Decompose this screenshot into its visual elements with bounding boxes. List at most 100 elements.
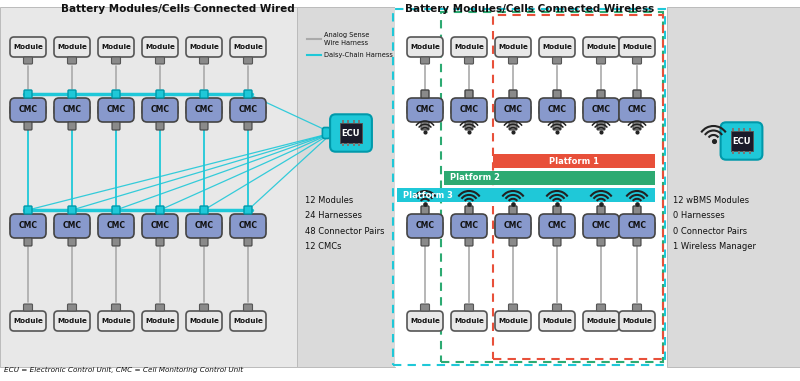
FancyBboxPatch shape — [243, 304, 253, 311]
FancyBboxPatch shape — [54, 221, 60, 231]
FancyBboxPatch shape — [112, 90, 120, 98]
FancyBboxPatch shape — [142, 98, 178, 122]
FancyBboxPatch shape — [67, 304, 77, 311]
FancyBboxPatch shape — [10, 214, 46, 238]
Text: Module: Module — [498, 318, 528, 324]
Bar — [397, 188, 655, 202]
FancyBboxPatch shape — [539, 221, 545, 231]
FancyBboxPatch shape — [186, 214, 222, 238]
Bar — [342, 143, 344, 146]
FancyBboxPatch shape — [111, 57, 121, 64]
FancyBboxPatch shape — [23, 304, 33, 311]
FancyBboxPatch shape — [509, 238, 517, 246]
FancyBboxPatch shape — [539, 311, 575, 331]
FancyBboxPatch shape — [613, 221, 619, 231]
Text: Module: Module — [189, 318, 219, 324]
Text: Module: Module — [13, 44, 43, 50]
FancyBboxPatch shape — [437, 106, 443, 115]
FancyBboxPatch shape — [465, 57, 474, 64]
FancyBboxPatch shape — [244, 90, 252, 98]
FancyBboxPatch shape — [633, 90, 641, 98]
FancyBboxPatch shape — [583, 37, 619, 57]
Bar — [667, 7, 800, 367]
Bar — [749, 151, 751, 154]
FancyBboxPatch shape — [54, 37, 90, 57]
Text: Module: Module — [145, 318, 175, 324]
FancyBboxPatch shape — [553, 238, 561, 246]
Text: CMC: CMC — [106, 221, 126, 231]
Text: 12 wBMS Modules
0 Harnesses
0 Connector Pairs
1 Wireless Manager: 12 wBMS Modules 0 Harnesses 0 Connector … — [673, 196, 756, 251]
FancyBboxPatch shape — [84, 106, 90, 115]
Text: Module: Module — [586, 44, 616, 50]
FancyBboxPatch shape — [407, 221, 413, 231]
FancyBboxPatch shape — [465, 304, 474, 311]
FancyBboxPatch shape — [421, 238, 429, 246]
FancyBboxPatch shape — [156, 206, 164, 214]
Text: Module: Module — [586, 318, 616, 324]
FancyBboxPatch shape — [243, 57, 253, 64]
Text: Module: Module — [57, 318, 87, 324]
Bar — [743, 128, 746, 131]
Text: Module: Module — [542, 318, 572, 324]
FancyBboxPatch shape — [583, 214, 619, 238]
FancyBboxPatch shape — [98, 221, 104, 231]
FancyBboxPatch shape — [465, 238, 473, 246]
Text: CMC: CMC — [18, 221, 38, 231]
FancyBboxPatch shape — [230, 106, 236, 115]
FancyBboxPatch shape — [421, 304, 430, 311]
FancyBboxPatch shape — [230, 214, 266, 238]
FancyBboxPatch shape — [451, 311, 487, 331]
Bar — [493, 154, 655, 168]
Text: Platform 3: Platform 3 — [403, 190, 453, 200]
FancyBboxPatch shape — [10, 98, 46, 122]
FancyBboxPatch shape — [619, 221, 625, 231]
FancyBboxPatch shape — [509, 206, 517, 214]
FancyBboxPatch shape — [509, 90, 517, 98]
FancyBboxPatch shape — [24, 122, 32, 130]
FancyBboxPatch shape — [619, 214, 655, 238]
FancyBboxPatch shape — [156, 238, 164, 246]
FancyBboxPatch shape — [525, 221, 531, 231]
FancyBboxPatch shape — [597, 304, 606, 311]
FancyBboxPatch shape — [156, 90, 164, 98]
FancyBboxPatch shape — [553, 57, 562, 64]
FancyBboxPatch shape — [481, 106, 487, 115]
Text: CMC: CMC — [459, 106, 478, 115]
FancyBboxPatch shape — [156, 122, 164, 130]
Bar — [358, 120, 360, 123]
Text: Battery Modules/Cells Connected Wired: Battery Modules/Cells Connected Wired — [61, 4, 295, 14]
FancyBboxPatch shape — [407, 214, 443, 238]
FancyBboxPatch shape — [111, 304, 121, 311]
FancyBboxPatch shape — [155, 304, 165, 311]
FancyBboxPatch shape — [10, 221, 16, 231]
FancyBboxPatch shape — [186, 37, 222, 57]
FancyBboxPatch shape — [54, 311, 90, 331]
FancyBboxPatch shape — [172, 221, 178, 231]
FancyBboxPatch shape — [633, 206, 641, 214]
FancyBboxPatch shape — [142, 214, 178, 238]
Bar — [342, 120, 344, 123]
Bar — [393, 9, 665, 365]
FancyBboxPatch shape — [407, 311, 443, 331]
FancyBboxPatch shape — [649, 106, 655, 115]
FancyBboxPatch shape — [539, 37, 575, 57]
Bar — [353, 143, 355, 146]
Text: Analog Sense
Wire Harness: Analog Sense Wire Harness — [324, 32, 370, 46]
FancyBboxPatch shape — [451, 37, 487, 57]
FancyBboxPatch shape — [597, 122, 605, 130]
FancyBboxPatch shape — [633, 238, 641, 246]
Bar — [395, 7, 665, 367]
FancyBboxPatch shape — [230, 311, 266, 331]
FancyBboxPatch shape — [583, 221, 589, 231]
FancyBboxPatch shape — [465, 206, 473, 214]
FancyBboxPatch shape — [54, 106, 60, 115]
Bar — [732, 151, 734, 154]
FancyBboxPatch shape — [54, 98, 90, 122]
Text: CMC: CMC — [150, 106, 170, 115]
FancyBboxPatch shape — [553, 122, 561, 130]
Text: Daisy-Chain Harness: Daisy-Chain Harness — [324, 52, 393, 58]
Text: ECU: ECU — [732, 136, 750, 146]
FancyBboxPatch shape — [509, 57, 518, 64]
FancyBboxPatch shape — [24, 90, 32, 98]
FancyBboxPatch shape — [481, 221, 487, 231]
